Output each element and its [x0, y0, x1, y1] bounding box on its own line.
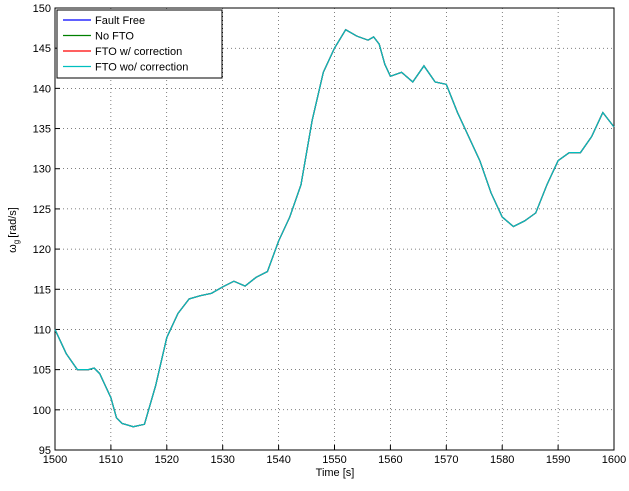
- x-tick-label: 1500: [43, 454, 67, 466]
- y-tick-label: 120: [33, 244, 51, 256]
- x-tick-label: 1540: [266, 454, 290, 466]
- y-tick-label: 140: [33, 83, 51, 95]
- y-tick-label: 130: [33, 164, 51, 176]
- x-tick-label: 1590: [546, 454, 570, 466]
- y-tick-label: 150: [33, 3, 51, 15]
- y-tick-label: 110: [33, 324, 51, 336]
- y-label-symbol: ω: [7, 244, 19, 253]
- legend-label: Fault Free: [95, 15, 145, 27]
- y-tick-label: 145: [33, 43, 51, 55]
- x-tick-label: 1600: [602, 454, 626, 466]
- x-tick-label: 1520: [155, 454, 179, 466]
- x-tick-label: 1550: [322, 454, 346, 466]
- x-axis-label: Time [s]: [316, 467, 355, 479]
- x-tick-label: 1580: [490, 454, 514, 466]
- y-tick-label: 115: [33, 284, 51, 296]
- x-tick-label: 1560: [378, 454, 402, 466]
- y-label-unit: [rad/s]: [7, 207, 19, 238]
- plot-frame: [54, 7, 615, 451]
- y-tick-label: 100: [33, 405, 51, 417]
- y-tick-label: 105: [33, 365, 51, 377]
- legend-label: FTO wo/ correction: [95, 62, 188, 74]
- y-tick-label: 135: [33, 124, 51, 136]
- x-tick-label: 1530: [210, 454, 234, 466]
- legend-label: No FTO: [95, 31, 134, 43]
- x-tick-label: 1570: [434, 454, 458, 466]
- y-axis-label: ωg [rad/s]: [7, 207, 21, 253]
- legend-label: FTO w/ correction: [95, 46, 182, 58]
- x-tick-label: 1510: [99, 454, 123, 466]
- y-tick-label: 125: [33, 204, 51, 216]
- y-label-subscript: g: [12, 240, 21, 244]
- series-line: [54, 28, 615, 428]
- y-tick-label: 95: [39, 445, 51, 457]
